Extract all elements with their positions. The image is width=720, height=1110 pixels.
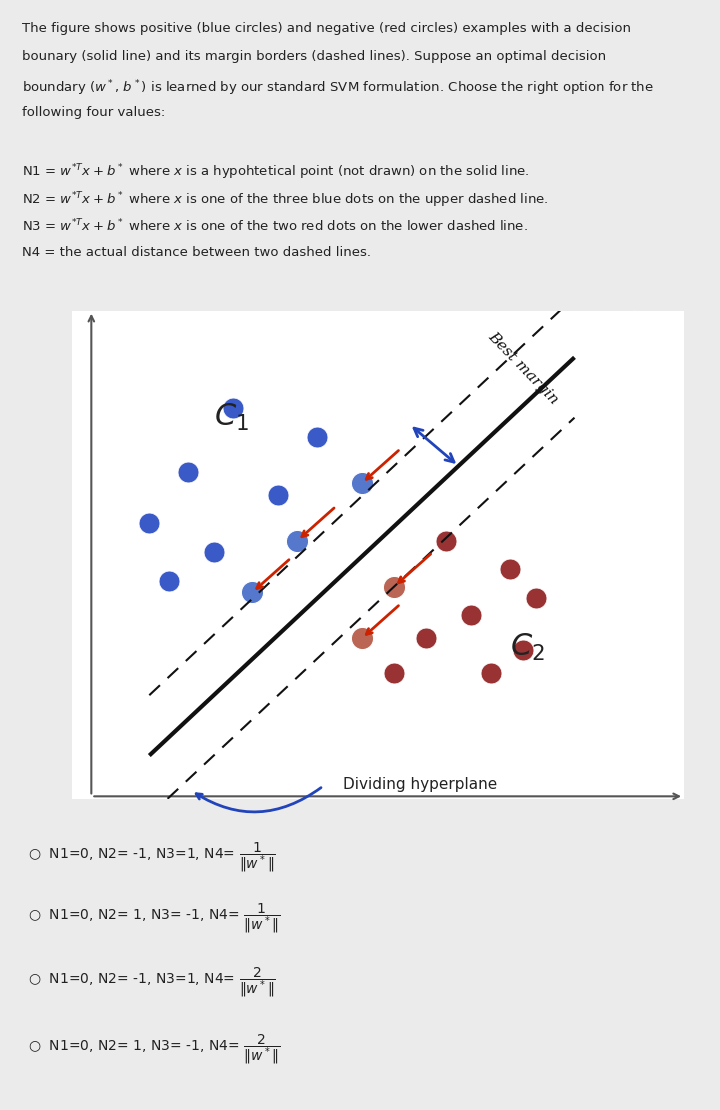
Text: bounary (solid line) and its margin borders (dashed lines). Suppose an optimal d: bounary (solid line) and its margin bord…	[22, 50, 606, 63]
Text: boundary ($w^*$, $b^*$) is learned by our standard SVM formulation. Choose the r: boundary ($w^*$, $b^*$) is learned by ou…	[22, 78, 654, 98]
Text: $\bigcirc$  N1=0, N2= 1, N3= -1, N4= $\dfrac{1}{\|w^*\|}$: $\bigcirc$ N1=0, N2= 1, N3= -1, N4= $\df…	[28, 901, 281, 936]
Text: N2 = $w^{*T}x + b^*$ where $x$ is one of the three blue dots on the upper dashed: N2 = $w^{*T}x + b^*$ where $x$ is one of…	[22, 190, 548, 210]
Text: Best margin: Best margin	[485, 330, 561, 407]
Text: The figure shows positive (blue circles) and negative (red circles) examples wit: The figure shows positive (blue circles)…	[22, 22, 631, 36]
Text: N1 = $w^{*T}x + b^*$ where $x$ is a hypohtetical point (not drawn) on the solid : N1 = $w^{*T}x + b^*$ where $x$ is a hypo…	[22, 162, 529, 182]
Text: following four values:: following four values:	[22, 107, 165, 119]
Text: $\bigcirc$  N1=0, N2= -1, N3=1, N4= $\dfrac{1}{\|w^*\|}$: $\bigcirc$ N1=0, N2= -1, N3=1, N4= $\dfr…	[28, 840, 276, 875]
Text: N4 = the actual distance between two dashed lines.: N4 = the actual distance between two das…	[22, 246, 371, 259]
Text: $\bigcirc$  N1=0, N2= 1, N3= -1, N4= $\dfrac{2}{\|w^*\|}$: $\bigcirc$ N1=0, N2= 1, N3= -1, N4= $\df…	[28, 1032, 281, 1066]
Text: $C_2$: $C_2$	[510, 632, 545, 663]
Text: Dividing hyperplane: Dividing hyperplane	[343, 777, 497, 793]
Text: $\bigcirc$  N1=0, N2= -1, N3=1, N4= $\dfrac{2}{\|w^*\|}$: $\bigcirc$ N1=0, N2= -1, N3=1, N4= $\dfr…	[28, 966, 276, 999]
Text: N3 = $w^{*T}x + b^*$ where $x$ is one of the two red dots on the lower dashed li: N3 = $w^{*T}x + b^*$ where $x$ is one of…	[22, 218, 528, 234]
Text: $C_1$: $C_1$	[214, 402, 248, 433]
